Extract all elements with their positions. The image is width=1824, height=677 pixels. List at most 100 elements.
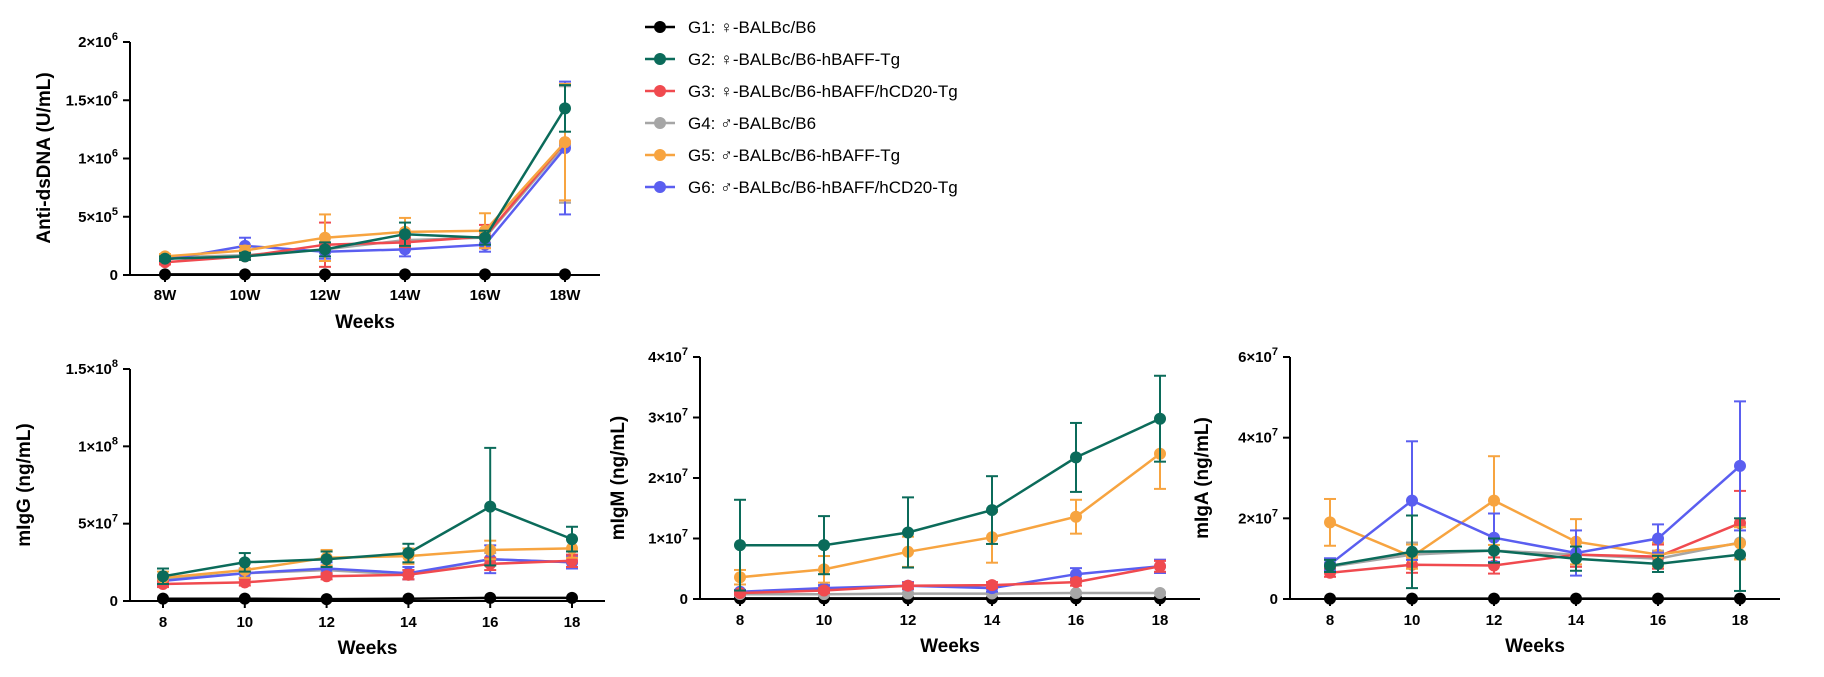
- data-point: [1070, 576, 1082, 589]
- x-tick-label: 14: [400, 614, 417, 631]
- legend-entry-g1: G1: ♀-BALBc/B6: [645, 18, 816, 37]
- series-g2: [734, 374, 1166, 592]
- series-line: [164, 141, 566, 258]
- x-tick-label: 18: [1152, 612, 1169, 629]
- x-tick-label: 10: [236, 614, 253, 631]
- x-axis-title: Weeks: [338, 638, 398, 659]
- series-line: [740, 591, 1160, 596]
- data-point: [734, 539, 746, 552]
- data-point: [1070, 451, 1082, 464]
- x-tick-label: 10: [1404, 612, 1421, 629]
- series-g4: [1324, 525, 1746, 573]
- data-point: [986, 504, 998, 517]
- data-point: [238, 556, 251, 569]
- series-g5: [734, 417, 1166, 586]
- data-point: [1154, 586, 1166, 599]
- series-g6: [159, 80, 571, 266]
- x-tick-label: 10: [816, 612, 833, 629]
- series-g1: [1324, 592, 1746, 605]
- series-line: [164, 147, 566, 262]
- series-line: [164, 141, 566, 264]
- x-tick-label: 18: [564, 614, 581, 631]
- series-line: [1329, 541, 1741, 568]
- data-point: [1154, 560, 1166, 573]
- x-tick-label: 16: [482, 614, 499, 631]
- data-point: [818, 584, 830, 597]
- data-point: [402, 592, 415, 605]
- data-point: [1652, 592, 1664, 605]
- series-line: [162, 557, 573, 583]
- series-line: [163, 596, 572, 601]
- x-axis-title: Weeks: [1505, 636, 1565, 657]
- data-point: [566, 533, 578, 546]
- data-point: [1324, 516, 1336, 529]
- series-line: [739, 565, 1161, 593]
- data-point: [320, 593, 333, 606]
- series-line: [162, 559, 573, 586]
- series-line: [740, 417, 1161, 547]
- data-point: [1406, 494, 1418, 507]
- data-point: [1488, 544, 1500, 557]
- data-point: [1324, 592, 1336, 605]
- data-point: [157, 592, 169, 605]
- data-point: [1154, 412, 1166, 425]
- series-line: [1329, 549, 1741, 568]
- data-point: [1406, 545, 1418, 558]
- y-tick-label: 5×105: [78, 206, 118, 226]
- legend-entry-g3: G3: ♀-BALBc/B6-hBAFF/hCD20-Tg: [645, 82, 958, 101]
- data-point: [559, 136, 571, 149]
- data-point: [1570, 592, 1582, 605]
- data-point: [986, 579, 998, 592]
- legend-entry-g5: G5: ♂-BALBc/B6-hBAFF-Tg: [645, 146, 900, 165]
- x-axis-title: Weeks: [920, 636, 980, 657]
- series-g5: [159, 82, 571, 263]
- x-tick-label: 14: [984, 612, 1001, 629]
- data-point: [1488, 494, 1500, 507]
- y-tick-label: 0: [1270, 591, 1278, 608]
- legend-label-g4: G4: ♂-BALBc/B6: [688, 114, 816, 133]
- data-point: [566, 591, 578, 604]
- series-line: [1329, 522, 1741, 575]
- y-tick-label: 1.5×108: [66, 358, 118, 378]
- y-tick-label: 4×107: [1238, 427, 1278, 447]
- series-line: [164, 107, 567, 260]
- x-tick-label: 18W: [550, 287, 582, 304]
- legend-entry-g4: G4: ♂-BALBc/B6: [645, 114, 816, 133]
- data-point: [399, 268, 411, 281]
- y-tick-label: 5×107: [78, 513, 118, 533]
- data-point: [157, 570, 169, 583]
- data-point: [159, 252, 171, 265]
- series-g4: [159, 85, 571, 264]
- series-line: [162, 505, 573, 578]
- x-tick-label: 12: [900, 612, 917, 629]
- data-point: [319, 231, 331, 244]
- x-tick-label: 12: [1486, 612, 1503, 629]
- data-point: [1406, 592, 1418, 605]
- y-tick-label: 0: [680, 591, 688, 608]
- series-g1: [157, 591, 578, 606]
- y-axis-title: mIgA (ng/mL): [1192, 417, 1213, 539]
- x-tick-label: 12: [318, 614, 335, 631]
- x-tick-label: 8W: [154, 287, 177, 304]
- data-point: [1570, 552, 1582, 565]
- data-point: [239, 250, 251, 263]
- series-g3: [157, 553, 578, 590]
- x-tick-label: 14: [1568, 612, 1585, 629]
- data-point: [479, 268, 491, 281]
- data-point: [238, 592, 251, 605]
- data-point: [320, 553, 333, 566]
- data-point: [1734, 548, 1746, 561]
- x-tick-label: 8: [736, 612, 744, 629]
- data-point: [1488, 592, 1500, 605]
- data-point: [399, 228, 411, 241]
- x-tick-label: 8: [1326, 612, 1334, 629]
- x-tick-label: 8: [159, 614, 167, 631]
- chart-panel-4: 0 2×107 4×107 6×107 8 10 12 14 16 18 Weeks mIgA (ng…: [1192, 346, 1780, 657]
- y-tick-label: 4×107: [648, 346, 688, 366]
- y-tick-label: 1.5×106: [66, 89, 118, 109]
- y-axis-title: mIgM (ng/mL): [608, 416, 629, 541]
- series-g2: [157, 446, 578, 585]
- y-tick-label: 0: [110, 267, 118, 284]
- legend-marker: [654, 85, 666, 97]
